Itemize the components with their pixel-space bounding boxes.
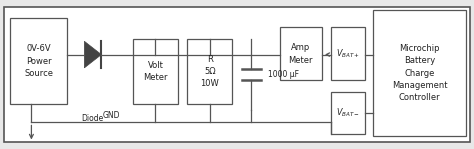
Text: Meter: Meter xyxy=(289,56,313,65)
Bar xyxy=(133,39,178,104)
Bar xyxy=(330,27,365,80)
Text: 5Ω: 5Ω xyxy=(204,67,216,76)
Text: 1000 μF: 1000 μF xyxy=(268,70,299,79)
Text: Amp: Amp xyxy=(291,43,310,52)
Text: R: R xyxy=(207,55,213,64)
Bar xyxy=(373,10,466,136)
Bar xyxy=(330,92,365,134)
Text: Power: Power xyxy=(26,57,51,66)
Text: Source: Source xyxy=(24,69,53,78)
Text: GND: GND xyxy=(102,111,120,120)
Text: Volt: Volt xyxy=(147,61,164,70)
Polygon shape xyxy=(84,41,101,68)
Text: Management: Management xyxy=(392,81,447,90)
Text: Diode: Diode xyxy=(81,114,103,123)
Text: Controller: Controller xyxy=(399,93,440,102)
Bar xyxy=(10,18,67,104)
Text: 0V-6V: 0V-6V xyxy=(26,44,51,53)
Text: 10W: 10W xyxy=(201,79,219,89)
Text: $V_{BAT-}$: $V_{BAT-}$ xyxy=(336,107,359,119)
Bar xyxy=(187,39,232,104)
Text: Microchip: Microchip xyxy=(399,44,440,53)
Bar xyxy=(280,27,322,80)
Text: $V_{BAT+}$: $V_{BAT+}$ xyxy=(336,48,359,60)
Text: Battery: Battery xyxy=(404,56,435,65)
Text: Charge: Charge xyxy=(404,69,435,77)
Text: Meter: Meter xyxy=(143,73,168,82)
